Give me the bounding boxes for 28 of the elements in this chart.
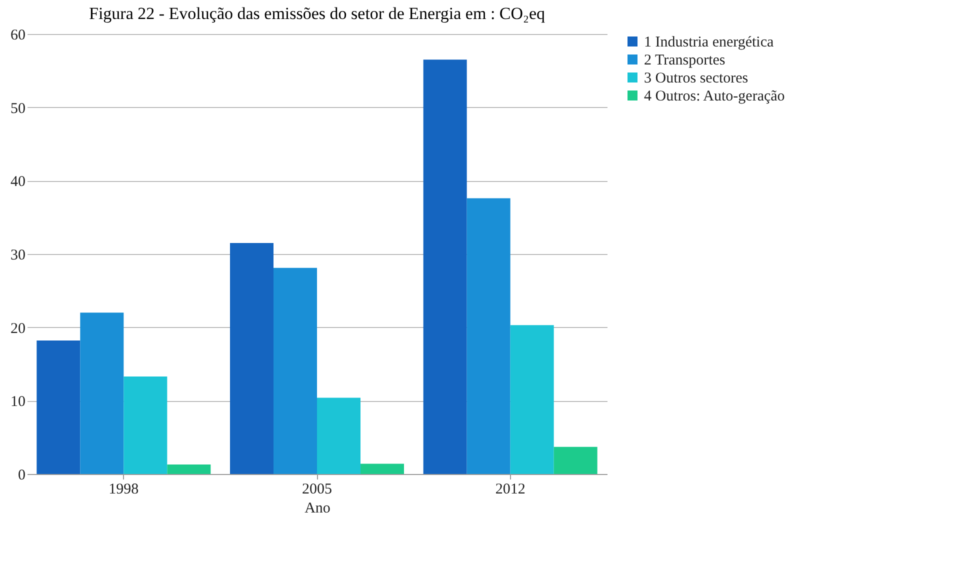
y-tick-label: 30 (10, 248, 26, 264)
x-tick-label: 1998 (108, 482, 139, 498)
chart-title: Figura 22 - Evolução das emissões do setor de Energia em : CO₂eq (88, 4, 546, 23)
bar (554, 446, 598, 474)
y-tick-label: 40 (10, 174, 26, 190)
y-tick-label: 0 (18, 468, 26, 484)
bar (317, 398, 360, 474)
bar (466, 198, 510, 474)
x-tick-label: 2012 (495, 482, 526, 498)
y-tick-label: 60 (10, 28, 26, 44)
bar (423, 60, 467, 474)
bar (274, 268, 317, 474)
legend-label: 3 Outros sectores (644, 70, 748, 86)
bar (80, 312, 124, 474)
legend-label: 1 Industria energética (644, 34, 774, 50)
bar (36, 340, 80, 474)
y-tick-label: 20 (10, 320, 26, 337)
legend-label: 2 Transportes (644, 52, 726, 68)
x-tick-label: 2005 (302, 482, 332, 498)
x-axis-title: Ano (304, 500, 330, 516)
y-tick-label: 50 (10, 100, 26, 117)
bar (124, 376, 168, 474)
y-tick-label: 10 (10, 394, 26, 410)
bar (360, 464, 404, 474)
bar (167, 464, 211, 474)
bar (230, 243, 274, 474)
legend-label: 4 Outros: Auto-geração (644, 88, 785, 104)
bar (510, 325, 554, 474)
